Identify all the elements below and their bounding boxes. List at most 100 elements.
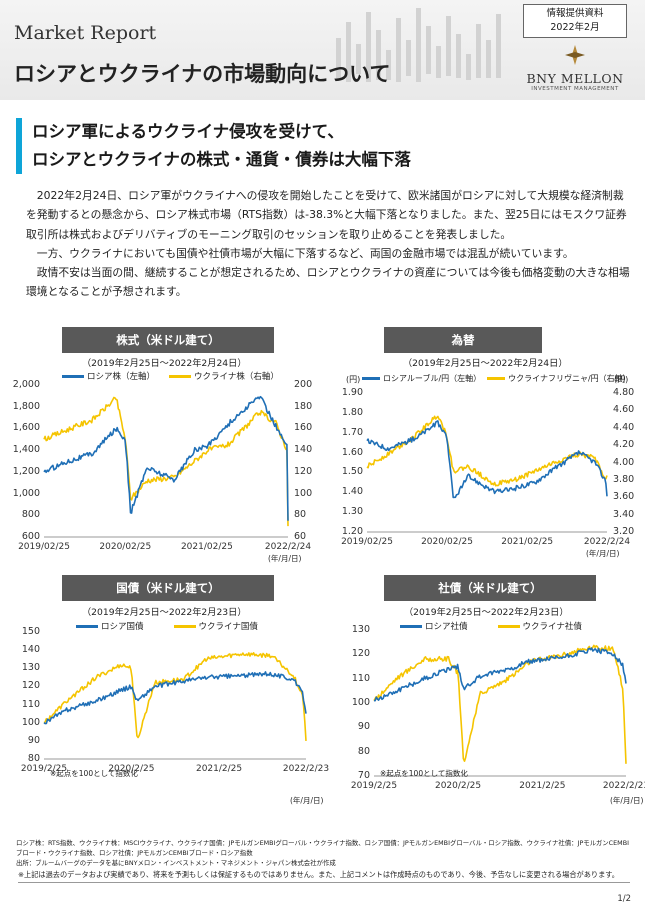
legend-item: ロシア株（左軸）: [62, 370, 155, 382]
body-text: 2022年2月24日、ロシア軍がウクライナへの侵攻を開始したことを受けて、欧米諸…: [26, 186, 632, 302]
legend-swatch: [62, 375, 84, 378]
chart-period: （2019年2月25日～2022年2月24日）: [403, 355, 568, 369]
legend-label: ウクライナ株（右軸）: [194, 370, 279, 382]
chart-period: （2019年2月25日～2022年2月23日）: [82, 604, 247, 618]
y-tick-label: 120: [22, 680, 40, 691]
body-paragraph-1: 2022年2月24日、ロシア軍がウクライナへの侵攻を開始したことを受けて、欧米諸…: [26, 186, 632, 244]
chart-title: 国債（米ドル建て）: [62, 575, 274, 601]
fx-plot-area: [367, 393, 607, 532]
x-tick-label: 2019/02/25: [341, 537, 393, 547]
y-tick-label-right: 200: [294, 379, 312, 390]
sources-line-3: 出所：ブルームバーグのデータを基にBNYメロン・インベストメント・マネジメント・…: [16, 858, 632, 868]
y-tick-label-right: 4.40: [613, 422, 634, 433]
report-header: Market Report ロシアとウクライナの市場動向について 情報提供資料 …: [0, 0, 645, 100]
y-tick-label-right: 100: [294, 488, 312, 499]
legend-label: ウクライナフリヴニャ/円（右軸）: [508, 373, 631, 384]
legend-swatch: [498, 625, 520, 628]
x-tick-label: 2020/2/25: [435, 781, 481, 791]
chart-legend: ロシア株（左軸） ウクライナ株（右軸）: [62, 370, 293, 382]
y-tick-label-right: 80: [294, 509, 306, 520]
x-tick-label: 2019/02/25: [18, 542, 70, 552]
chart-period: （2019年2月25日～2022年2月24日）: [82, 355, 247, 369]
legend-swatch: [76, 625, 98, 628]
series-line-ukraine: [44, 398, 288, 527]
chart-title: 為替: [384, 327, 542, 353]
info-date: 2022年2月: [524, 21, 626, 35]
page-number: 1/2: [617, 894, 631, 904]
body-paragraph-2: 一方、ウクライナにおいても国債や社債市場が大幅に下落するなど、両国の金融市場では…: [26, 244, 632, 263]
legend-item: ウクライナ株（右軸）: [169, 370, 279, 382]
y-tick-label: 1,600: [13, 422, 40, 433]
y-tick-label: 130: [22, 662, 40, 673]
y-tick-label-right: 3.40: [613, 509, 634, 520]
y-tick-label: 1,800: [13, 401, 40, 412]
series-line-russia: [367, 421, 607, 498]
brand-logo: BNY MELLON INVESTMENT MANAGEMENT: [523, 44, 627, 92]
govt-plot-area: [44, 632, 306, 759]
x-tick-label: 2020/02/25: [421, 537, 473, 547]
unit-left: (円): [346, 374, 360, 385]
y-tick-label: 800: [22, 509, 40, 520]
sources-line-1: ロシア株：RTS指数、ウクライナ株：MSCIウクライナ、ウクライナ国債：JPモル…: [16, 838, 632, 848]
x-tick-label: 2019/2/25: [351, 781, 397, 791]
y-tick-label-right: 3.60: [613, 491, 634, 502]
y-tick-label: 1.40: [342, 486, 363, 497]
chart-legend: ロシア国債 ウクライナ国債: [76, 620, 272, 632]
legend-label: ロシア株（左軸）: [87, 370, 155, 382]
y-tick-label: 1.80: [342, 407, 363, 418]
legend-label: ロシア国債: [101, 620, 144, 632]
y-tick-label: 70: [358, 770, 370, 781]
report-type: Market Report: [14, 22, 156, 44]
index-note: ※起点を100として指数化: [50, 768, 138, 779]
y-tick-label: 140: [22, 644, 40, 655]
x-tick-label: 2021/02/25: [501, 537, 553, 547]
legend-swatch: [362, 377, 380, 380]
y-tick-label: 1,400: [13, 444, 40, 455]
page-title: ロシアとウクライナの市場動向について: [14, 58, 391, 88]
series-line-russia: [44, 397, 288, 521]
y-tick-label-right: 4.80: [613, 387, 634, 398]
y-tick-label: 90: [28, 735, 40, 746]
x-tick-label: 2021/2/25: [196, 764, 242, 774]
legend-swatch: [174, 625, 196, 628]
y-tick-label-right: 3.80: [613, 474, 634, 485]
chart-period: （2019年2月25日～2022年2月23日）: [404, 604, 569, 618]
disclaimer: ※上記は過去のデータおよび実績であり、将来を予測もしくは保証するものではありませ…: [18, 870, 630, 883]
y-tick-label: 110: [352, 673, 370, 684]
y-tick-label: 600: [22, 531, 40, 542]
index-note: ※起点を100として指数化: [380, 768, 468, 779]
chart-title: 株式（米ドル建て）: [62, 327, 274, 353]
y-tick-label: 2,000: [13, 379, 40, 390]
headline-line-1: ロシア軍によるウクライナ侵攻を受けて、: [32, 118, 411, 146]
y-tick-label: 100: [22, 717, 40, 728]
info-label: 情報提供資料: [524, 7, 626, 21]
y-tick-label-right: 180: [294, 401, 312, 412]
y-tick-label: 1.50: [342, 466, 363, 477]
y-tick-label: 120: [352, 648, 370, 659]
legend-item: ウクライナ国債: [174, 620, 258, 632]
y-tick-label: 1.30: [342, 506, 363, 517]
y-tick-label: 1,200: [13, 466, 40, 477]
y-tick-label: 1.20: [342, 526, 363, 537]
y-tick-label: 150: [22, 626, 40, 637]
brand-mark-icon: [564, 44, 586, 66]
legend-item: ウクライナフリヴニャ/円（右軸）: [487, 373, 631, 384]
series-line-ukraine: [44, 653, 306, 741]
y-tick-label: 80: [28, 753, 40, 764]
x-tick-label: 2021/02/25: [181, 542, 233, 552]
legend-item: ロシア国債: [76, 620, 144, 632]
date-format-label: (年/月/日): [610, 795, 643, 806]
stocks-plot-area: [44, 385, 288, 537]
y-tick-label: 80: [358, 746, 370, 757]
series-line-russia: [374, 648, 626, 701]
legend-item: ロシアルーブル/円（左軸）: [362, 373, 481, 384]
sources-note: ロシア株：RTS指数、ウクライナ株：MSCIウクライナ、ウクライナ国債：JPモル…: [16, 838, 632, 868]
y-tick-label: 1,000: [13, 488, 40, 499]
y-tick-label: 1.70: [342, 427, 363, 438]
y-tick-label-right: 3.20: [613, 526, 634, 537]
legend-swatch: [400, 625, 422, 628]
y-tick-label: 90: [358, 721, 370, 732]
date-format-label: (年/月/日): [586, 548, 619, 559]
brand-name: BNY MELLON: [523, 71, 627, 86]
headline: ロシア軍によるウクライナ侵攻を受けて、 ロシアとウクライナの株式・通貨・債券は大…: [16, 118, 411, 174]
